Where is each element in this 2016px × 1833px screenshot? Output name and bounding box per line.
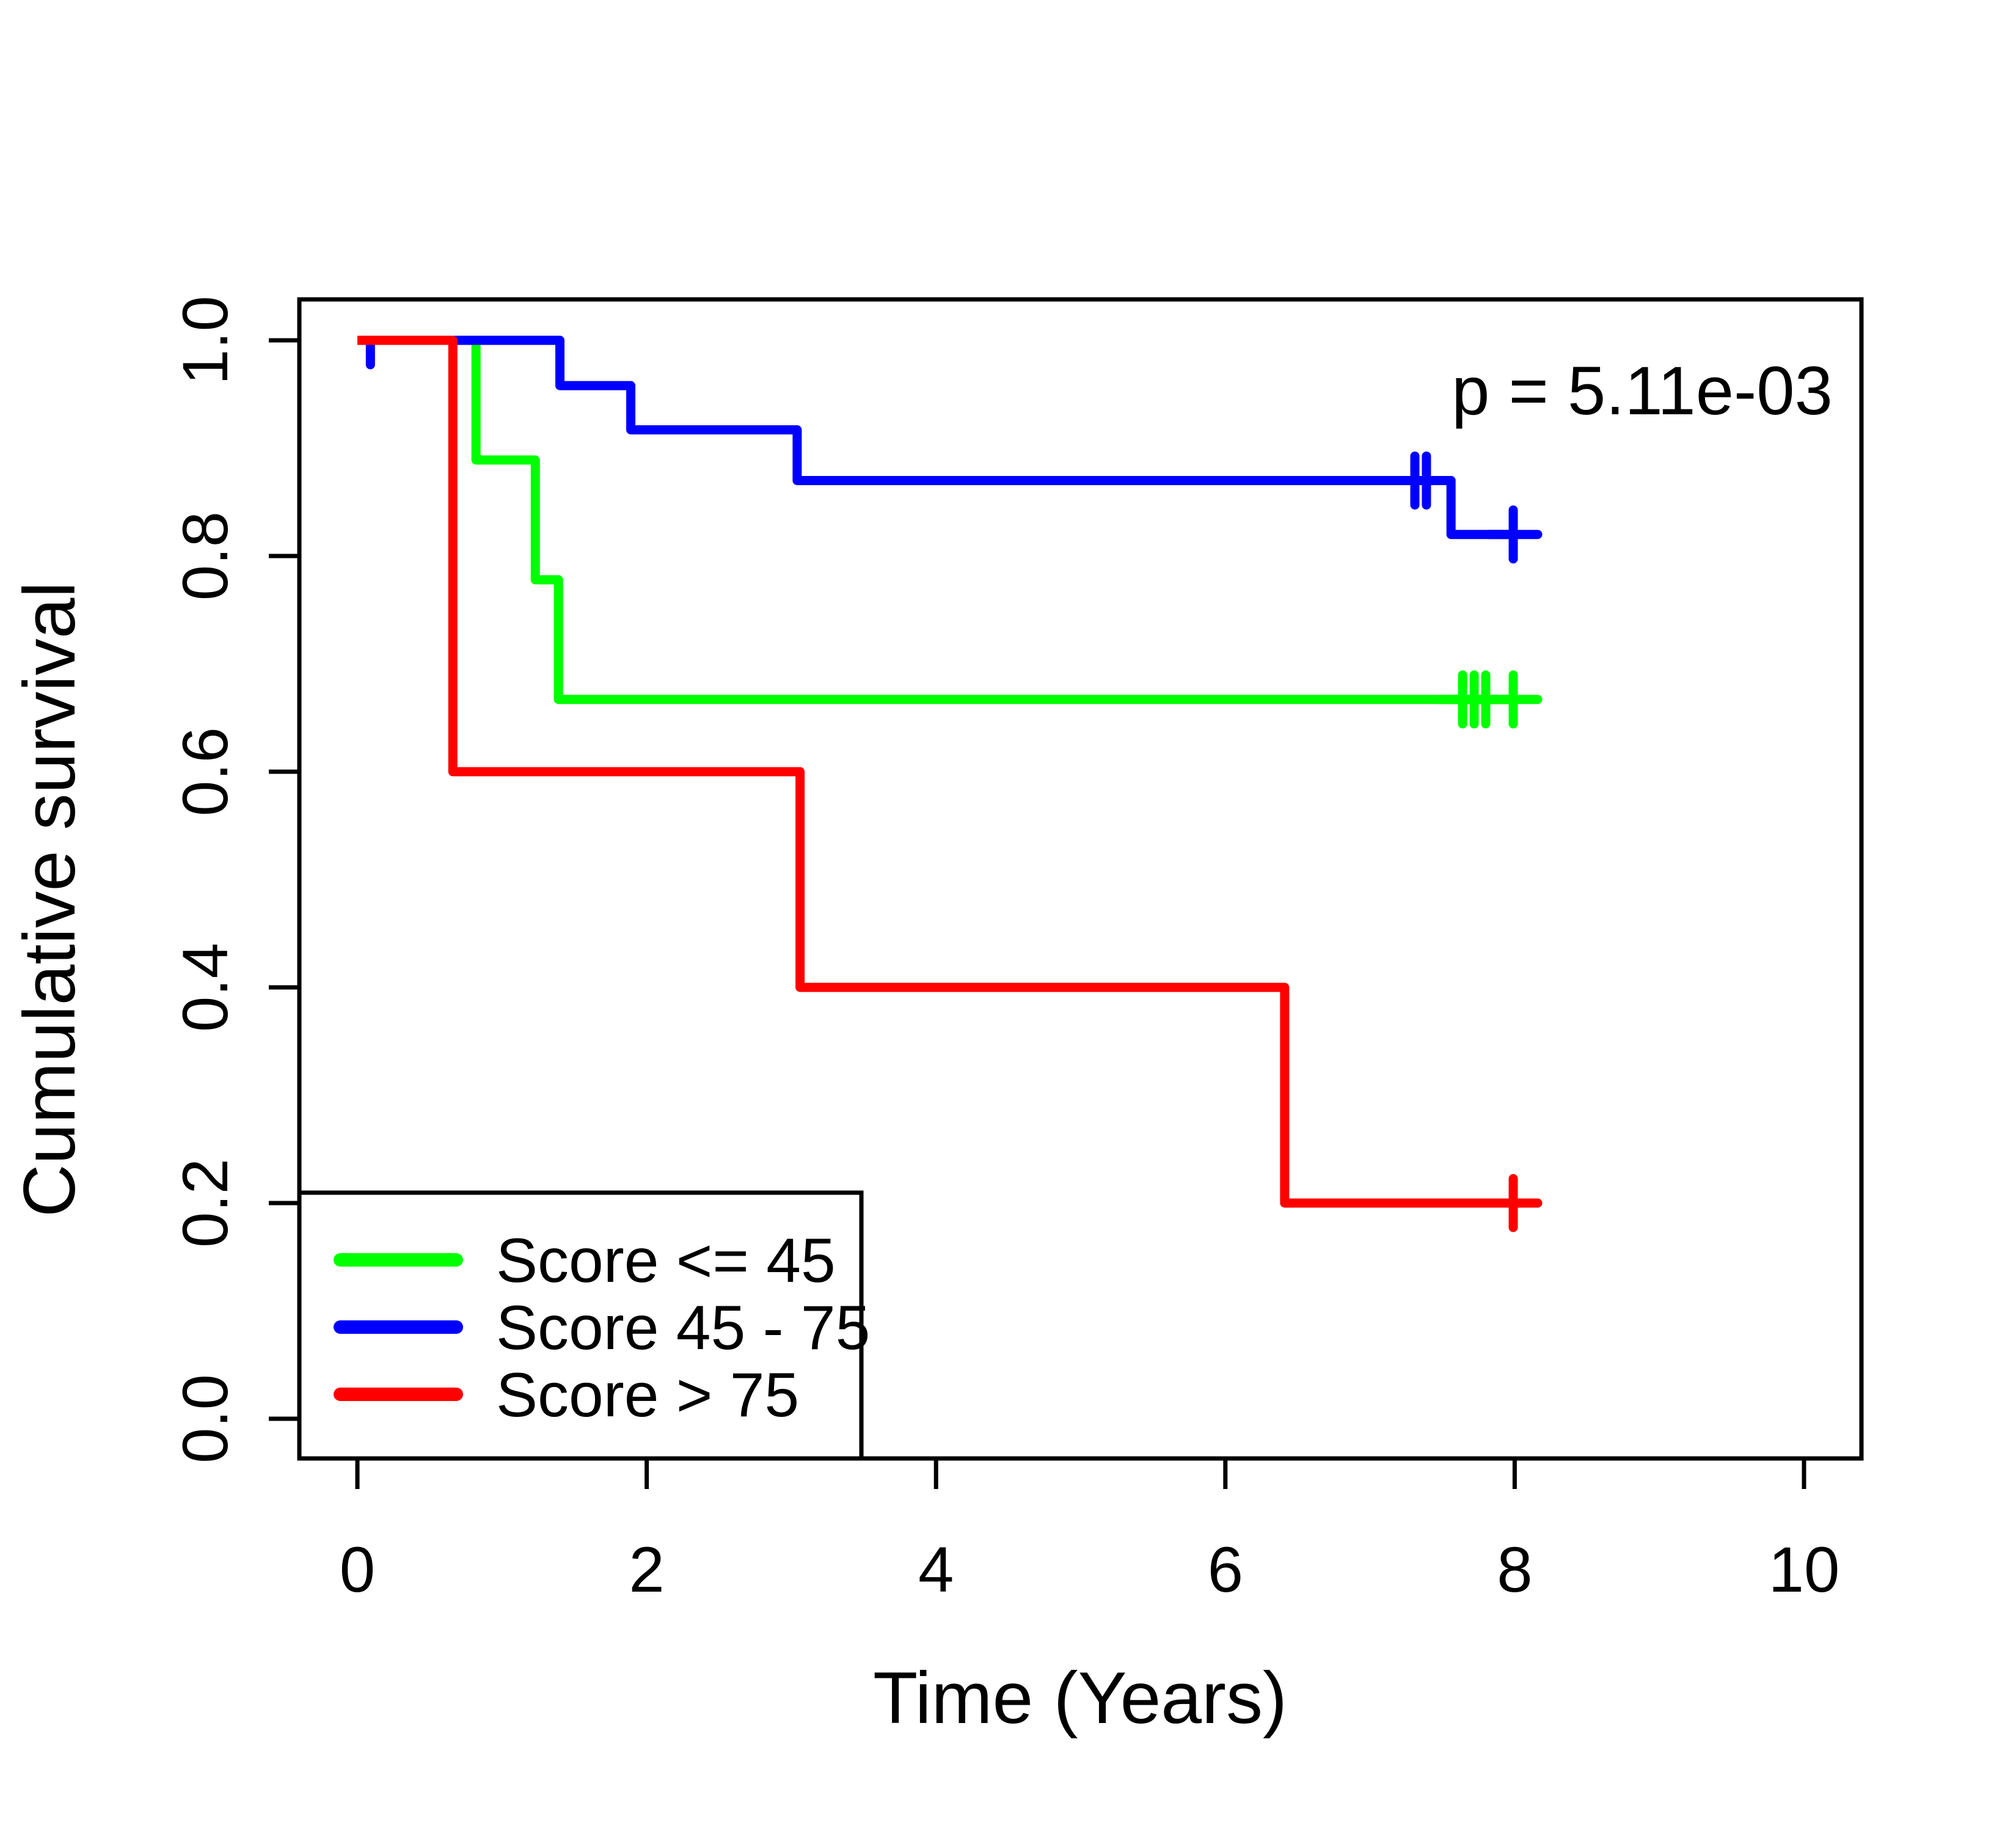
x-axis-title: Time (Years) bbox=[873, 1657, 1287, 1739]
y-axis-ticks: 0.0 0.2 0.4 0.6 0.8 1.0 bbox=[170, 296, 299, 1463]
survival-curve-1 bbox=[357, 335, 1514, 540]
y-tick-label: 1.0 bbox=[170, 296, 241, 385]
x-tick-label: 8 bbox=[1497, 1534, 1532, 1606]
legend-box: Score <= 45 Score 45 - 75 Score > 75 bbox=[297, 1190, 870, 1461]
y-tick-label: 0.8 bbox=[170, 511, 241, 601]
x-tick-label: 10 bbox=[1769, 1534, 1840, 1606]
y-tick-label: 0.2 bbox=[170, 1158, 241, 1248]
survival-curve-2 bbox=[357, 335, 1514, 1208]
legend-label-score-le-45: Score <= 45 bbox=[496, 1226, 836, 1295]
x-tick-label: 2 bbox=[629, 1534, 664, 1606]
x-axis-ticks: 0 2 4 6 8 10 bbox=[340, 1458, 1840, 1606]
legend-label-score-gt-75: Score > 75 bbox=[496, 1360, 799, 1430]
x-tick-label: 0 bbox=[340, 1534, 375, 1606]
x-tick-label: 4 bbox=[918, 1534, 954, 1606]
survival-curves bbox=[357, 335, 1543, 1232]
survival-curve-0 bbox=[357, 335, 1514, 704]
x-tick-label: 6 bbox=[1208, 1534, 1243, 1606]
legend-label-score-45-75: Score 45 - 75 bbox=[496, 1293, 870, 1363]
y-tick-label: 0.4 bbox=[170, 943, 241, 1032]
p-value-annotation: p = 5.11e-03 bbox=[1452, 353, 1833, 429]
y-tick-label: 0.0 bbox=[170, 1374, 241, 1463]
y-tick-label: 0.6 bbox=[170, 727, 241, 816]
plot-border bbox=[297, 297, 1864, 1461]
y-axis-title: Cumulative survival bbox=[9, 582, 90, 1217]
